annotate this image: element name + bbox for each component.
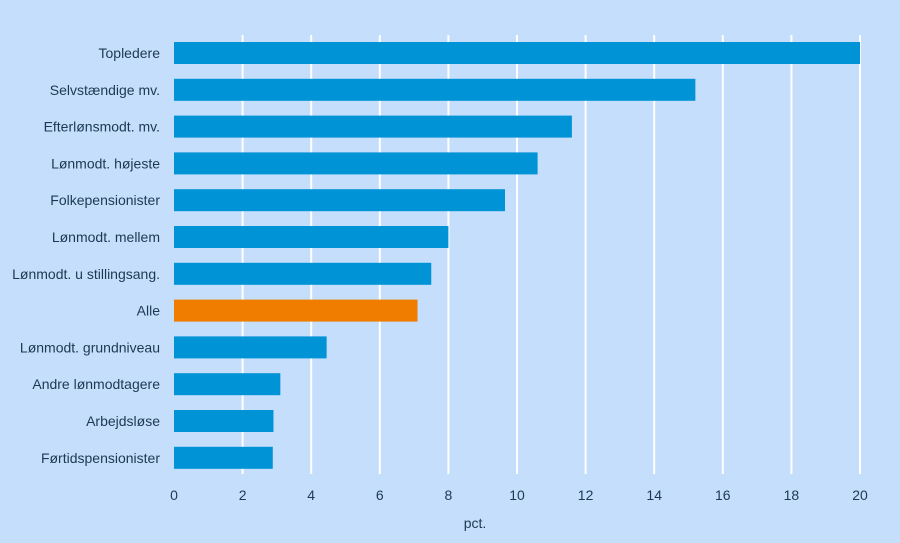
- x-tick-label: 4: [307, 487, 315, 503]
- x-tick-label: 20: [852, 487, 868, 503]
- bars: [174, 42, 860, 469]
- gridlines: [241, 35, 861, 474]
- bar: [174, 189, 505, 212]
- bar: [174, 373, 281, 396]
- bar: [174, 299, 418, 322]
- bar: [174, 115, 572, 138]
- category-label: Andre lønmodtagere: [32, 376, 160, 392]
- x-tick-label: 6: [376, 487, 384, 503]
- x-tick-label: 8: [445, 487, 453, 503]
- category-label: Lønmodt. højeste: [51, 155, 160, 171]
- x-axis-title: pct.: [464, 515, 487, 531]
- category-label: Selvstændige mv.: [50, 82, 160, 98]
- category-label: Topledere: [99, 45, 161, 61]
- category-label: Alle: [137, 303, 161, 319]
- bar: [174, 410, 274, 432]
- category-label: Førtidspensionister: [41, 450, 160, 466]
- bar: [174, 446, 273, 469]
- category-label: Lønmodt. u stillingsang.: [12, 266, 160, 282]
- bar: [174, 78, 696, 101]
- category-label: Folkepensionister: [50, 192, 160, 208]
- category-label: Arbejdsløse: [86, 413, 160, 429]
- x-tick-label: 16: [715, 487, 731, 503]
- x-tick-label: 14: [646, 487, 662, 503]
- x-tick-label: 10: [509, 487, 525, 503]
- bar: [174, 42, 860, 64]
- bar: [174, 226, 449, 248]
- bar: [174, 262, 432, 285]
- category-labels: Topledere Selvstændige mv. Efterlønsmodt. …: [12, 45, 160, 466]
- x-tick-label: 12: [578, 487, 594, 503]
- category-label: Efterlønsmodt. mv.: [44, 119, 160, 135]
- x-axis-ticks: 0 2 4 6 8 10 12 14 16 18 20: [170, 487, 868, 503]
- x-tick-label: 0: [170, 487, 178, 503]
- bar: [174, 336, 327, 359]
- x-tick-label: 18: [784, 487, 800, 503]
- category-label: Lønmodt. grundniveau: [20, 339, 160, 355]
- bar: [174, 152, 538, 175]
- category-label: Lønmodt. mellem: [52, 229, 160, 245]
- x-tick-label: 2: [239, 487, 247, 503]
